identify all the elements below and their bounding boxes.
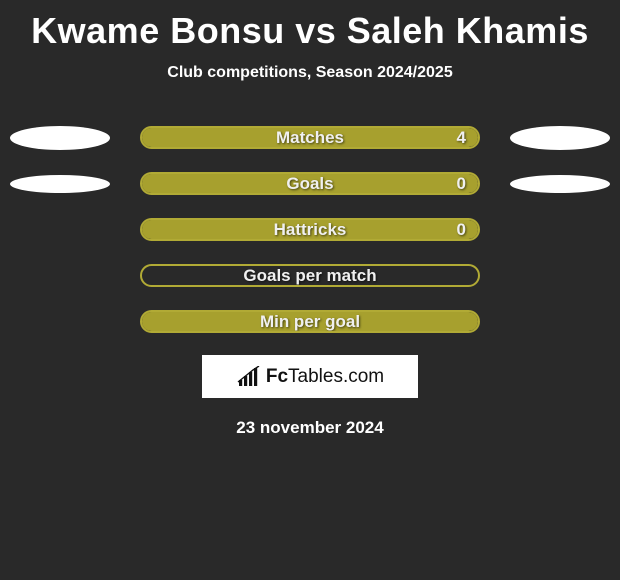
- stat-bar: 0 Goals: [140, 172, 480, 195]
- comparison-rows: 4 Matches 0 Goals 0 Hattricks Goals per match M…: [0, 126, 620, 333]
- comparison-row: 4 Matches: [0, 126, 620, 149]
- value-right: 4: [457, 128, 466, 148]
- stat-bar: Min per goal: [140, 310, 480, 333]
- logo-box: FcTables.com: [202, 355, 418, 398]
- player-ellipse-left: [10, 126, 110, 150]
- comparison-row: Goals per match: [0, 264, 620, 287]
- player-ellipse-right: [510, 175, 610, 193]
- logo-part-b: Tables: [288, 366, 343, 387]
- logo-part-a: Fc: [266, 366, 288, 387]
- stat-bar: 0 Hattricks: [140, 218, 480, 241]
- stat-label: Hattricks: [274, 220, 347, 240]
- stat-label: Goals: [286, 174, 333, 194]
- value-right: 0: [457, 220, 466, 240]
- stat-bar: Goals per match: [140, 264, 480, 287]
- stat-bar: 4 Matches: [140, 126, 480, 149]
- comparison-row: 0 Hattricks: [0, 218, 620, 241]
- player-ellipse-right: [510, 126, 610, 150]
- logo-icon: [236, 366, 262, 388]
- page-title: Kwame Bonsu vs Saleh Khamis: [0, 0, 620, 52]
- player-ellipse-left: [10, 175, 110, 193]
- subtitle: Club competitions, Season 2024/2025: [0, 64, 620, 82]
- stat-label: Goals per match: [243, 266, 376, 286]
- logo-text: FcTables.com: [266, 366, 384, 388]
- date-text: 23 november 2024: [0, 418, 620, 438]
- stat-label: Matches: [276, 128, 344, 148]
- value-right: 0: [457, 174, 466, 194]
- stat-label: Min per goal: [260, 312, 360, 332]
- logo-part-c: .com: [343, 366, 384, 387]
- comparison-row: Min per goal: [0, 310, 620, 333]
- comparison-row: 0 Goals: [0, 172, 620, 195]
